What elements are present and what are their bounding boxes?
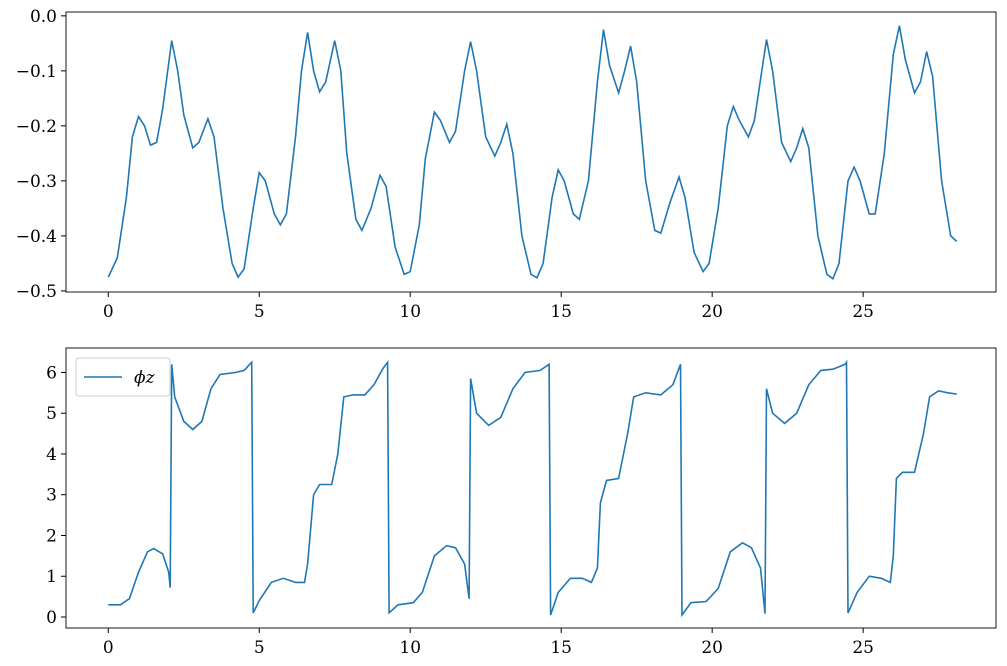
- y-tick-label: −0.1: [16, 62, 57, 82]
- x-tick-label: 0: [103, 302, 114, 322]
- y-tick-label: 0.0: [30, 7, 57, 27]
- x-tick-label: 10: [399, 302, 421, 322]
- x-tick-label: 20: [701, 638, 723, 658]
- y-tick-label: 2: [46, 526, 57, 546]
- y-tick-label: −0.4: [16, 227, 57, 247]
- x-tick-label: 15: [550, 302, 572, 322]
- y-tick-label: −0.3: [16, 172, 57, 192]
- y-tick-label: 4: [46, 445, 57, 465]
- y-tick-label: 1: [46, 567, 57, 587]
- y-tick-label: 5: [46, 404, 57, 424]
- x-tick-label: 20: [701, 302, 723, 322]
- x-tick-label: 10: [399, 638, 421, 658]
- line: [107, 25, 958, 281]
- x-tick-label: 25: [852, 638, 874, 658]
- x-tick-label: 5: [254, 638, 265, 658]
- y-tick-label: −0.2: [16, 117, 57, 137]
- legend-box: [75, 357, 171, 397]
- x-tick-label: 15: [550, 638, 572, 658]
- line: [108, 359, 957, 618]
- axes-frame: [65, 11, 997, 293]
- y-tick-label: −0.5: [16, 282, 57, 302]
- legend-label: ϕz: [134, 368, 156, 388]
- y-tick-label: 0: [46, 608, 57, 628]
- y-tick-label: 6: [46, 363, 57, 383]
- axes-frame: [65, 347, 997, 629]
- x-tick-label: 25: [852, 302, 874, 322]
- y-tick-label: 3: [46, 486, 57, 506]
- x-tick-label: 5: [254, 302, 265, 322]
- x-tick-label: 0: [103, 638, 114, 658]
